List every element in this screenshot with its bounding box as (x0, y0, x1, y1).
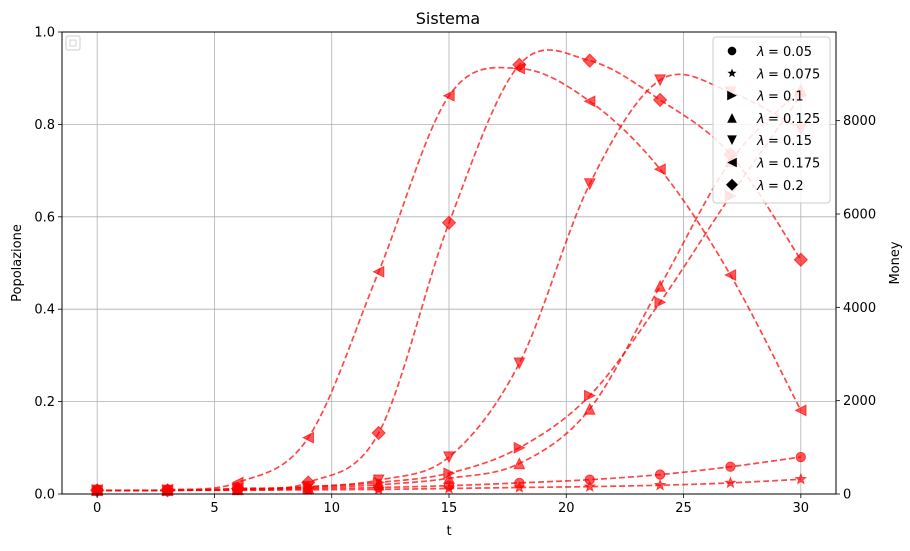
legend-lambda: λ (756, 112, 765, 127)
data-point (371, 425, 386, 441)
data-point (513, 357, 526, 370)
data-point (513, 457, 526, 470)
legend-item: λ = 0.05 (727, 45, 812, 60)
data-point (583, 480, 597, 492)
y2-tick-label: 0 (843, 488, 851, 503)
legend-label: = 0.1 (768, 90, 804, 105)
y2-tick-label: 6000 (843, 208, 876, 223)
legend-label: = 0.05 (768, 45, 812, 60)
legend-lambda: λ (756, 179, 765, 194)
data-point (301, 475, 316, 490)
data-point (583, 402, 596, 415)
data-point (793, 252, 809, 267)
data-point (512, 57, 527, 73)
data-point (724, 476, 737, 489)
x-tick-label: 20 (558, 501, 575, 516)
x-tick-label: 15 (441, 501, 458, 516)
legend-marker-triangle-left (727, 157, 737, 168)
y-tick-label: 1.0 (34, 26, 55, 41)
legend-lambda: λ (756, 134, 765, 149)
y-tick-label: 0.6 (34, 210, 55, 225)
legend-marker-triangle-up (727, 113, 737, 123)
empty-legend (65, 35, 81, 51)
chart-title: Sistema (416, 9, 480, 28)
legend-lambda: λ (756, 45, 765, 60)
legend-lambda: λ (756, 157, 765, 172)
legend-marker-diamond (726, 178, 738, 191)
data-point (583, 95, 596, 108)
data-point (652, 92, 668, 108)
legend-frame (712, 36, 831, 204)
legend-item: λ = 0.1 (727, 90, 804, 105)
x-tick-label: 0 (93, 501, 101, 516)
y2-tick-label: 2000 (843, 394, 876, 409)
data-point (442, 481, 456, 494)
y-axis-label: Popolazione (10, 224, 25, 302)
data-point (654, 296, 667, 309)
data-point (442, 451, 456, 464)
data-point (654, 74, 667, 87)
data-point (442, 89, 455, 102)
axes-ticks: 0 5 10 15 20 25 30 0.0 0.2 0.4 0.6 0.8 1.0 0 2000 4000 6… (34, 26, 876, 517)
data-point (724, 269, 737, 282)
legend-item: λ = 0.075 (727, 67, 820, 82)
x-tick-label: 30 (793, 501, 810, 516)
legend-item: λ = 0.2 (726, 178, 804, 194)
x-axis-label: t (446, 524, 451, 539)
data-point (584, 389, 597, 402)
legend-label: = 0.2 (768, 179, 804, 194)
legend-item: λ = 0.125 (727, 112, 820, 127)
legend-label: = 0.175 (768, 157, 820, 172)
legend-lambda: λ (756, 90, 765, 105)
legend-marker-circle (727, 46, 737, 56)
legend-label: = 0.125 (768, 112, 820, 127)
legend-label: = 0.15 (768, 134, 812, 149)
y2-tick-label: 8000 (843, 114, 876, 129)
data-point (654, 469, 666, 480)
x-tick-label: 25 (675, 501, 692, 516)
y-tick-label: 0.4 (34, 303, 55, 318)
data-point (442, 471, 456, 484)
data-point (513, 480, 526, 493)
data-point (582, 53, 597, 68)
data-point (654, 279, 667, 292)
legend-marker-triangle-right (727, 90, 737, 101)
y-tick-label: 0.8 (34, 118, 55, 133)
x-tick-label: 5 (210, 501, 218, 516)
legend-marker-star (727, 68, 737, 78)
y2-axis-label: Money (888, 241, 903, 284)
data-point (653, 163, 666, 176)
y-tick-label: 0.2 (34, 395, 55, 410)
x-tick-label: 10 (323, 501, 340, 516)
data-point (513, 441, 526, 454)
data-point (794, 404, 807, 417)
data-point (794, 472, 808, 485)
data-point (230, 481, 246, 496)
data-point (583, 178, 596, 191)
empty-legend-handle (69, 39, 77, 47)
y-tick-label: 0.0 (34, 488, 55, 503)
data-point (301, 431, 314, 444)
data-point (795, 451, 806, 463)
data-point (372, 265, 385, 278)
data-point (441, 215, 457, 231)
legend-lambda: λ (756, 67, 765, 82)
legend-item: λ = 0.15 (727, 134, 812, 149)
legend-item: λ = 0.175 (727, 157, 820, 172)
data-point (372, 474, 385, 487)
data-point (653, 478, 667, 491)
y2-tick-label: 4000 (843, 301, 876, 316)
empty-legend-frame (65, 35, 81, 51)
legend-label: = 0.075 (768, 67, 820, 82)
data-point (725, 461, 736, 472)
legend-marker-triangle-down (727, 135, 737, 145)
series-line (97, 73, 802, 492)
